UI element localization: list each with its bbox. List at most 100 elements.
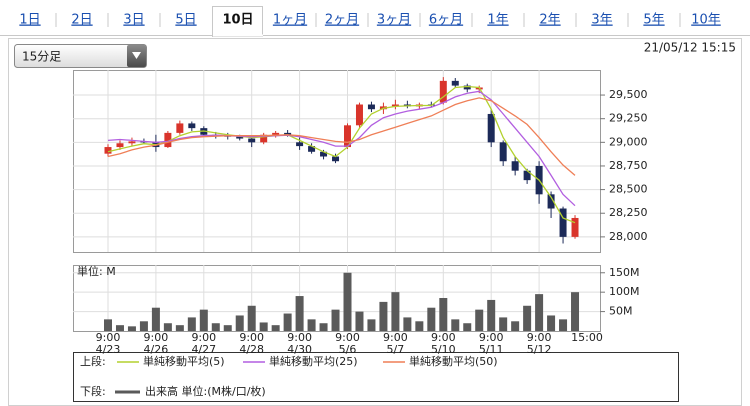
period-tab[interactable]: 2日: [71, 13, 92, 28]
period-tab[interactable]: 3ヶ月: [377, 13, 411, 28]
x-tick-date: 5/11: [479, 343, 504, 356]
candle-body: [236, 136, 244, 139]
x-tick-date: 4/26: [144, 343, 169, 356]
volume-bar: [331, 309, 340, 331]
legend-label: 出来高 単位:(M株/口/枚): [145, 384, 266, 398]
volume-bar: [283, 313, 292, 331]
period-tab[interactable]: 1年: [487, 13, 508, 28]
period-tab[interactable]: 3年: [591, 13, 612, 28]
dropdown-arrow: [132, 52, 141, 59]
x-tick-time: 9:00: [431, 331, 456, 344]
moving-average-line: [107, 85, 576, 224]
candle-body: [559, 208, 567, 237]
volume-unit-label: 単位: M: [77, 264, 116, 278]
candle-body: [332, 156, 340, 162]
volume-bar: [391, 292, 400, 331]
x-tick-time: 9:00: [479, 331, 504, 344]
x-tick-date: 5/10: [431, 343, 456, 356]
volume-bar: [104, 319, 112, 331]
candle-body: [487, 113, 495, 143]
period-tab[interactable]: 1ヶ月: [273, 13, 307, 28]
x-tick-time: 9:00: [527, 331, 552, 344]
x-tick-time: 9:00: [287, 331, 312, 344]
volume-bar: [427, 307, 436, 331]
candle-body: [308, 146, 316, 152]
legend-label: 単純移動平均(5): [143, 354, 225, 368]
y-tick-label: 29,500: [609, 88, 648, 101]
volume-bar: [487, 299, 496, 331]
y-tick-label: 29,250: [609, 112, 648, 125]
candle-body: [284, 132, 292, 135]
volume-bar: [259, 322, 268, 331]
volume-bar: [163, 323, 172, 331]
x-tick-date: 4/28: [239, 343, 264, 356]
volume-bar: [211, 323, 220, 331]
candle-body: [248, 138, 256, 143]
candle-body: [128, 141, 136, 144]
volume-bar: [127, 326, 136, 331]
volume-bar: [223, 325, 232, 331]
volume-bar: [187, 317, 196, 331]
candle-body: [296, 142, 304, 147]
volume-bar: [451, 319, 460, 331]
volume-bar: [307, 319, 316, 331]
candle-body: [367, 104, 375, 110]
period-tab[interactable]: 5年: [643, 13, 664, 28]
x-tick-time: 9:00: [383, 331, 408, 344]
volume-bar: [547, 315, 556, 331]
volume-bar: [199, 309, 208, 331]
x-tick-date: 4/23: [96, 343, 121, 356]
period-tab[interactable]: 2ヶ月: [325, 13, 359, 28]
volume-bar: [499, 317, 508, 331]
period-tab[interactable]: 2年: [539, 13, 560, 28]
legend-label: 単純移動平均(50): [409, 354, 498, 368]
y-tick-label: 28,500: [609, 183, 648, 196]
x-tick-date: 4/27: [191, 343, 216, 356]
candle-body: [104, 147, 112, 154]
timestamp: 21/05/12 15:15: [644, 41, 736, 55]
volume-bar: [559, 319, 568, 331]
x-tick-time: 9:00: [144, 331, 169, 344]
volume-bar: [463, 323, 472, 331]
period-dropdown[interactable]: [14, 44, 147, 68]
y-tick-label: 100M: [609, 285, 640, 298]
candle-body: [320, 151, 328, 157]
y-tick-label: 29,000: [609, 135, 648, 148]
y-tick-label: 50M: [609, 305, 633, 318]
period-tab[interactable]: 5日: [175, 13, 196, 28]
legend-box: [73, 352, 679, 402]
volume-bar: [571, 292, 580, 331]
candle-body: [391, 104, 399, 107]
volume-bar: [151, 307, 160, 331]
candle-body: [499, 142, 507, 162]
volume-bar: [403, 317, 412, 331]
candle-body: [188, 123, 196, 129]
x-tick-time: 9:00: [335, 331, 360, 344]
period-tab[interactable]: 1日: [19, 13, 40, 28]
volume-bar: [115, 325, 124, 331]
volume-bar: [523, 305, 532, 331]
volume-bar: [511, 321, 520, 331]
x-tick-time: 9:00: [239, 331, 264, 344]
volume-bar: [379, 301, 388, 331]
x-tick-date: 5/12: [527, 343, 552, 356]
x-tick-date: 5/6: [339, 343, 357, 356]
period-tab[interactable]: 6ヶ月: [429, 13, 463, 28]
period-tab[interactable]: 3日: [123, 13, 144, 28]
candle-body: [571, 217, 579, 237]
volume-bar: [235, 315, 244, 331]
candle-body: [439, 80, 447, 103]
period-tab[interactable]: 10日: [222, 13, 253, 28]
candle-body: [463, 85, 471, 90]
volume-bar: [319, 323, 328, 331]
volume-bar: [247, 305, 256, 331]
y-tick-label: 28,250: [609, 206, 648, 219]
volume-bar: [175, 325, 184, 331]
candle-body: [547, 194, 555, 209]
period-tab[interactable]: 10年: [691, 13, 721, 28]
y-tick-label: 28,000: [609, 230, 648, 243]
volume-bar: [415, 321, 424, 331]
candle-body: [164, 132, 172, 148]
volume-bar: [475, 309, 484, 331]
